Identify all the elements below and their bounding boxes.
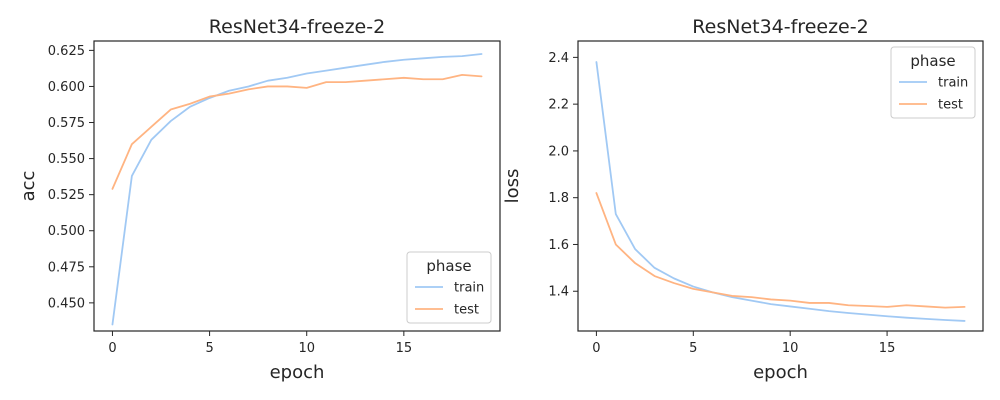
legend: phase train test [406, 251, 492, 324]
y-tick-label: 2.0 [548, 144, 569, 159]
x-tick-label: 10 [298, 341, 315, 356]
x-tick-label: 5 [689, 341, 697, 356]
y-tick-label: 0.550 [48, 152, 85, 167]
y-tick-label: 0.450 [48, 296, 85, 311]
chart-title: ResNet34-freeze-2 [692, 16, 868, 38]
y-tick-label: 0.500 [48, 224, 85, 239]
series-line-train [595, 61, 966, 322]
legend-box [406, 251, 492, 324]
y-axis-label: loss [502, 169, 523, 204]
y-tick-label: 1.6 [548, 238, 569, 253]
legend-label-test: test [938, 98, 963, 113]
legend-box [890, 46, 976, 119]
x-tick-label: 15 [879, 341, 896, 356]
y-tick-label: 1.8 [548, 191, 569, 206]
y-tick-label: 0.575 [48, 116, 85, 131]
x-axis-label: epoch [270, 362, 325, 383]
legend: phase train test [890, 46, 976, 119]
y-tick-label: 2.2 [548, 98, 569, 113]
x-tick-label: 0 [592, 341, 600, 356]
x-tick-label: 15 [396, 341, 413, 356]
legend-label-train: train [454, 281, 484, 296]
series-line-test [111, 74, 483, 190]
y-tick-label: 0.525 [48, 188, 85, 203]
x-tick-label: 5 [205, 341, 213, 356]
chart-title: ResNet34-freeze-2 [209, 16, 385, 38]
y-tick-label: 0.625 [48, 44, 85, 59]
legend-title: phase [910, 52, 955, 70]
x-tick-label: 10 [782, 341, 799, 356]
y-tick-label: 1.4 [548, 285, 569, 300]
legend-title: phase [426, 257, 471, 275]
series-line-test [595, 192, 966, 309]
x-tick-label: 0 [108, 341, 116, 356]
x-axis-label: epoch [753, 362, 808, 383]
legend-label-train: train [938, 76, 968, 91]
axes-frame [577, 40, 984, 332]
loss-chart-panel: 0 5 10 15 1.4 1.6 1.8 2.0 2.2 2.4 ResNet34-freeze-… [502, 16, 984, 383]
y-axis-label: acc [18, 171, 39, 202]
y-tick-label: 0.600 [48, 80, 85, 95]
y-tick-label: 2.4 [548, 51, 569, 66]
acc-chart-panel: 0 5 10 15 0.450 0.475 0.500 0.525 0.550 0.575 0.60… [18, 16, 501, 383]
y-tick-label: 0.475 [48, 260, 85, 275]
axes-frame [93, 40, 501, 332]
legend-label-test: test [454, 303, 479, 318]
series-line-train [111, 53, 483, 326]
